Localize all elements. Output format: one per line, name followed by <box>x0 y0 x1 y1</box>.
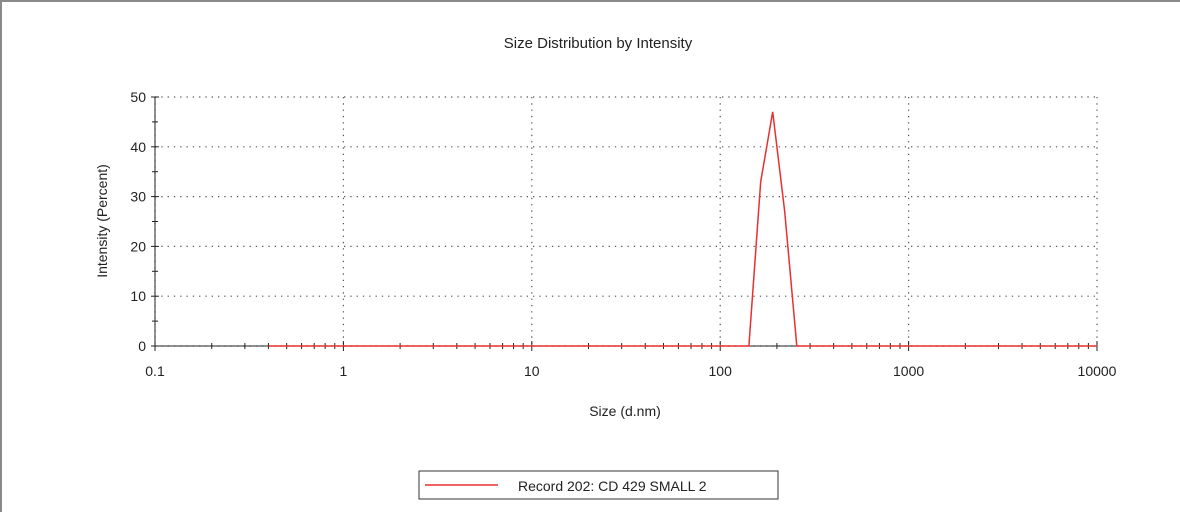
grid <box>154 96 1098 347</box>
y-axis-label: Intensity (Percent) <box>94 164 110 278</box>
x-tick-label: 10000 <box>1078 363 1117 379</box>
y-tick-label: 0 <box>138 338 146 354</box>
axes <box>154 97 1097 347</box>
y-tick-label: 40 <box>130 139 146 155</box>
x-tick-label: 100 <box>709 363 733 379</box>
y-tick-label: 30 <box>130 189 146 205</box>
chart-title: Size Distribution by Intensity <box>504 35 693 52</box>
legend: Record 202: CD 429 SMALL 2 <box>418 470 779 500</box>
y-tick-label: 10 <box>130 288 146 304</box>
y-ticks: 0 10 20 30 40 50 <box>130 89 159 354</box>
legend-box <box>418 470 779 500</box>
y-tick-label: 20 <box>130 238 146 254</box>
series-line <box>268 111 1097 347</box>
legend-label: Record 202: CD 429 SMALL 2 <box>518 478 707 494</box>
x-tick-label: 1000 <box>893 363 924 379</box>
series-layer <box>268 111 1097 347</box>
x-tick-label: 10 <box>524 363 540 379</box>
y-tick-label: 50 <box>130 89 146 105</box>
x-axis-label: Size (d.nm) <box>589 403 661 419</box>
x-tick-label: 0.1 <box>145 363 165 379</box>
x-tick-label: 1 <box>340 363 348 379</box>
